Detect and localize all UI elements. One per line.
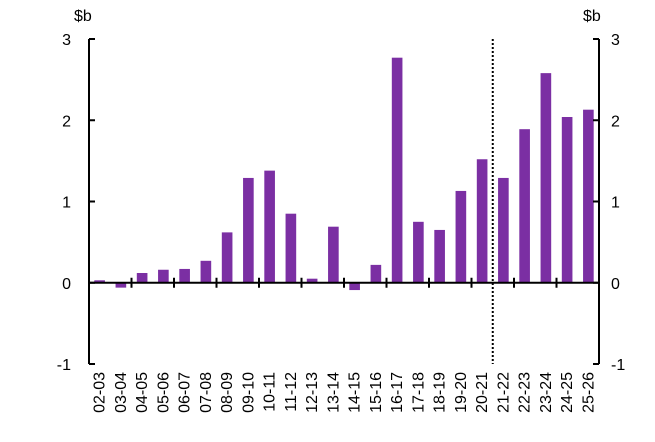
left-y-tick-label: 1 (62, 195, 71, 212)
bar-18-19 (434, 229, 445, 283)
bars-group (94, 57, 594, 291)
right-y-tick-label: 1 (611, 195, 620, 212)
right-y-tick-label: 2 (611, 113, 620, 130)
bar-02-03 (94, 280, 105, 283)
bar-20-21 (476, 159, 488, 283)
x-tick-label: 09-10 (240, 372, 257, 413)
left-y-tick-label: -1 (57, 357, 71, 374)
tick-labels-group: -1 -1 0 0 1 1 2 2 3 3 02-03 03-04 04-05 05-06 06-07 07-… (57, 32, 626, 413)
right-unit-label: $b (583, 8, 601, 25)
x-tick-label: 16-17 (389, 372, 406, 413)
bar-09-10 (243, 177, 254, 283)
x-tick-label: 08-09 (219, 372, 236, 413)
bar-05-06 (158, 269, 169, 283)
bar-24-25 (561, 117, 573, 283)
axes-group (88, 38, 600, 365)
bar-15-16 (370, 264, 382, 283)
x-tick-label: 20-21 (474, 372, 491, 413)
bar-14-15 (349, 282, 360, 291)
x-tick-label: 14-15 (347, 372, 364, 413)
x-tick-label: 06-07 (177, 372, 194, 413)
x-tick-label: 24-25 (559, 372, 576, 413)
right-y-tick-label: 3 (611, 32, 620, 49)
bar-12-13 (306, 278, 318, 283)
x-tick-label: 23-24 (538, 372, 555, 413)
bar-21-22 (498, 177, 509, 283)
x-tick-label: 22-23 (517, 372, 534, 413)
bar-10-11 (264, 170, 275, 283)
bar-06-07 (179, 268, 190, 283)
x-tick-label: 13-14 (325, 372, 342, 413)
x-tick-label: 21-22 (495, 372, 512, 413)
bar-16-17 (391, 57, 403, 283)
x-tick-label: 10-11 (262, 372, 279, 412)
left-y-tick-label: 0 (62, 276, 71, 293)
bar-13-14 (328, 226, 339, 283)
bar-22-23 (519, 129, 530, 283)
bar-08-09 (221, 232, 233, 283)
x-tick-label: 04-05 (134, 372, 151, 413)
x-tick-label: 07-08 (198, 372, 215, 413)
bar-07-08 (200, 260, 212, 283)
x-tick-label: 02-03 (92, 372, 109, 413)
x-tick-label: 19-20 (453, 372, 470, 413)
left-y-tick-label: 3 (62, 32, 71, 49)
x-tick-label: 18-19 (432, 372, 449, 413)
x-tick-label: 11-12 (283, 372, 300, 412)
x-tick-label: 25-26 (580, 372, 597, 413)
right-y-tick-label: -1 (611, 357, 625, 374)
x-tick-label: 05-06 (155, 372, 172, 413)
left-y-tick-label: 2 (62, 113, 71, 130)
bar-11-12 (285, 213, 297, 283)
right-y-tick-label: 0 (611, 276, 620, 293)
x-tick-label: 15-16 (368, 372, 385, 413)
bar-19-20 (455, 190, 467, 283)
left-unit-label: $b (74, 8, 92, 25)
bar-25-26 (583, 109, 594, 283)
bar-04-05 (136, 273, 148, 283)
x-tick-label: 03-04 (113, 372, 130, 413)
x-tick-label: 17-18 (410, 372, 427, 413)
bar-03-04 (115, 282, 127, 288)
bar-23-24 (540, 73, 552, 283)
x-tick-label: 12-13 (304, 372, 321, 413)
bar-17-18 (413, 221, 424, 283)
